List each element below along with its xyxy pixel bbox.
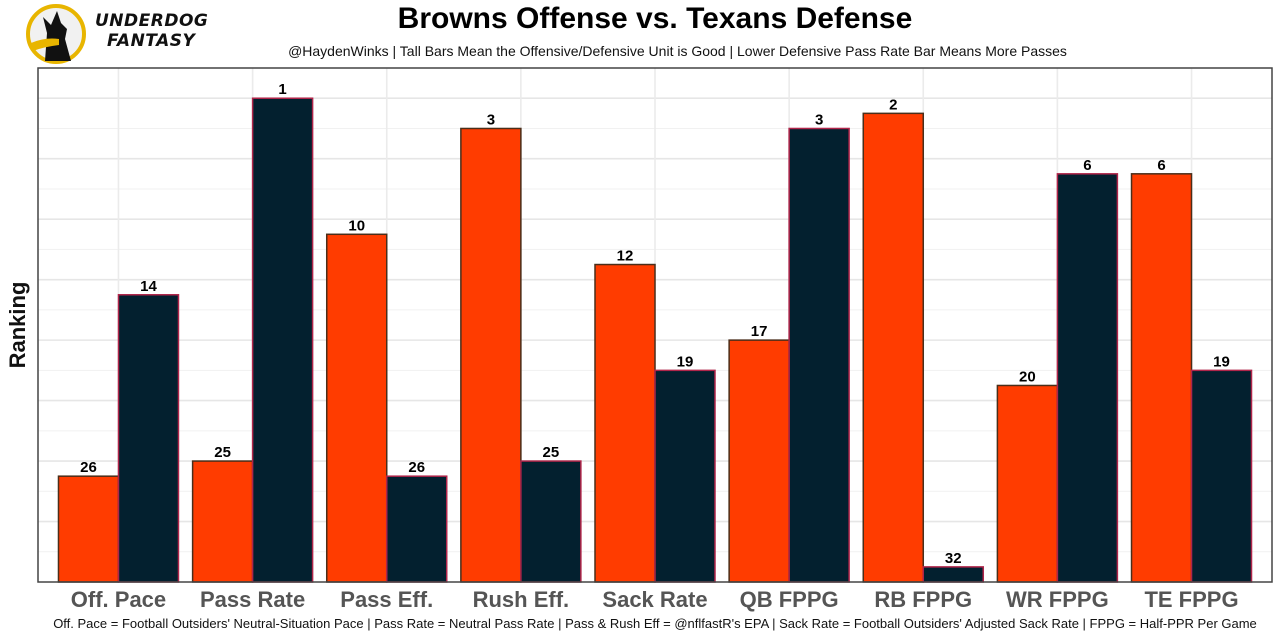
x-tick-label: WR FPPG — [1006, 587, 1109, 612]
defense-rank-label: 3 — [815, 111, 823, 128]
offense-bar — [325, 233, 388, 583]
logo-text: UNDERDOG FANTASY — [95, 11, 208, 51]
defense-rank-label: 19 — [677, 353, 694, 370]
defense-bar — [520, 460, 582, 583]
plot-border — [37, 67, 1273, 583]
defense-bar — [1056, 173, 1119, 583]
chart-subtitle: @HaydenWinks | Tall Bars Mean the Offens… — [288, 43, 1067, 59]
offense-bar — [594, 263, 656, 583]
offense-bar — [728, 339, 790, 583]
offense-rank-label: 10 — [348, 217, 365, 234]
x-tick-label: Rush Eff. — [473, 587, 570, 612]
defense-rank-label: 32 — [945, 550, 962, 567]
x-tick-labels: Off. Pace Pass Rate Pass Eff. Rush Eff. Sack… — [71, 587, 1239, 612]
offense-rank-label: 25 — [214, 444, 231, 461]
offense-rank-label: 3 — [487, 111, 495, 128]
defense-bar — [385, 475, 448, 583]
y-axis-label: Ranking — [5, 282, 30, 369]
defense-bar — [922, 566, 985, 583]
defense-bar — [117, 294, 180, 583]
x-tick-label: Pass Eff. — [340, 587, 433, 612]
defense-rank-label: 19 — [1213, 353, 1230, 370]
chart-title: Browns Offense vs. Texans Defense — [397, 2, 913, 35]
defense-rank-label: 25 — [543, 444, 560, 461]
defense-bar — [1190, 369, 1253, 583]
offense-bar — [57, 475, 120, 583]
offense-rank-label: 20 — [1019, 368, 1036, 385]
logo-line-2: FANTASY — [107, 31, 196, 51]
logo-line-1: UNDERDOG — [95, 11, 209, 31]
defense-rank-label: 6 — [1083, 157, 1091, 174]
offense-bar — [460, 127, 522, 583]
offense-bar — [862, 112, 925, 583]
offense-bar — [1130, 173, 1193, 583]
dog-silhouette-icon — [26, 4, 86, 64]
bars — [57, 97, 1253, 583]
offense-rank-label: 6 — [1157, 157, 1165, 174]
defense-rank-label: 26 — [408, 459, 425, 476]
x-tick-label: Sack Rate — [602, 587, 707, 612]
defense-bar — [251, 97, 314, 583]
defense-rank-label: 1 — [278, 81, 286, 98]
defense-rank-label: 14 — [140, 278, 157, 295]
offense-rank-label: 2 — [889, 96, 897, 113]
x-tick-label: Pass Rate — [200, 587, 305, 612]
offense-bar — [996, 384, 1059, 583]
x-tick-label: QB FPPG — [740, 587, 839, 612]
offense-bar — [191, 460, 254, 583]
offense-rank-label: 17 — [751, 323, 768, 340]
x-tick-label: TE FPPG — [1144, 587, 1238, 612]
x-tick-label: RB FPPG — [874, 587, 972, 612]
underdog-fantasy-logo: UNDERDOG FANTASY — [25, 3, 225, 65]
defense-bar — [654, 369, 716, 583]
x-tick-label: Off. Pace — [71, 587, 166, 612]
offense-rank-label: 26 — [80, 459, 97, 476]
defense-bar — [788, 127, 850, 583]
offense-rank-label: 12 — [617, 248, 634, 265]
footer-caption: Off. Pace = Football Outsiders' Neutral-… — [53, 616, 1257, 631]
